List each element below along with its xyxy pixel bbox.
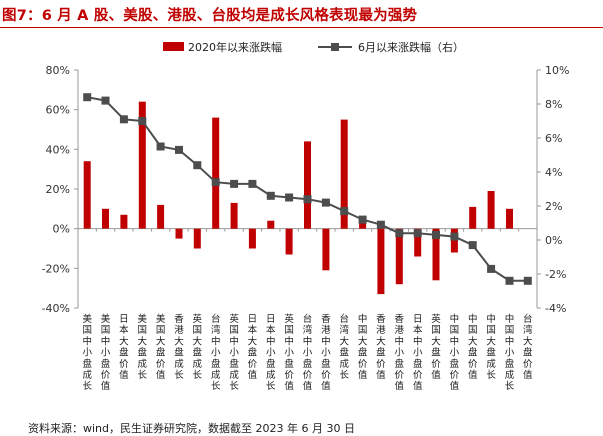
line-point-15 xyxy=(358,215,367,224)
category-label-17: 香港中小盘价值 xyxy=(395,314,405,392)
category-label-7: 台湾中小盘成长 xyxy=(211,313,221,392)
right-tick-label: -2% xyxy=(545,268,566,281)
bar-2 xyxy=(120,214,128,229)
category-label-10: 日本中小盘成长 xyxy=(266,314,276,392)
left-tick-label: 20% xyxy=(46,183,70,196)
category-label-18: 日本中小盘价值 xyxy=(413,314,423,392)
left-tick-label: 80% xyxy=(46,64,70,77)
left-tick-label: 0% xyxy=(53,223,70,236)
category-label-22: 中国大盘成长 xyxy=(486,313,496,381)
right-tick-label: 0% xyxy=(545,234,562,247)
line-point-13 xyxy=(321,198,330,207)
line-point-16 xyxy=(376,220,385,229)
title-rule xyxy=(0,27,603,28)
category-label-1: 美国中小盘价值 xyxy=(101,313,111,392)
category-label-14: 台湾大盘成长 xyxy=(339,313,349,381)
right-tick-label: 4% xyxy=(545,166,562,179)
line-point-19 xyxy=(432,230,440,239)
bar-13 xyxy=(322,228,330,271)
legend-bar-label: 2020年以来涨跌幅 xyxy=(188,40,282,54)
category-label-16: 香港大盘价值 xyxy=(376,314,386,381)
figure-title: 图7：6 月 A 股、美股、港股、台股均是成长风格表现最为强势 xyxy=(2,8,418,24)
line-point-2 xyxy=(119,115,128,124)
source-note: 资料来源：wind，民生证券研究院，数据截至 2023 年 6 月 30 日 xyxy=(28,422,355,435)
bar-22 xyxy=(487,191,495,229)
left-tick-label: 60% xyxy=(46,104,70,117)
legend-line-label: 6月以来涨跌幅（右） xyxy=(358,40,464,54)
left-tick-label: -20% xyxy=(42,262,70,275)
line-point-6 xyxy=(193,161,202,170)
category-label-20: 中国中小盘价值 xyxy=(450,313,460,392)
line-point-8 xyxy=(230,179,239,188)
right-tick-label: 6% xyxy=(545,132,562,145)
line-point-7 xyxy=(211,178,220,187)
bar-11 xyxy=(285,228,293,255)
line-point-11 xyxy=(285,193,294,202)
left-tick-label: 40% xyxy=(46,143,70,156)
category-label-4: 美国大盘价值 xyxy=(156,313,166,381)
line-point-17 xyxy=(395,229,404,238)
line-point-20 xyxy=(450,232,459,241)
bar-19 xyxy=(432,228,440,281)
legend-bar-swatch xyxy=(163,42,184,51)
bar-6 xyxy=(193,228,201,249)
category-label-2: 日本大盘价值 xyxy=(119,314,129,381)
bar-1 xyxy=(102,208,109,229)
category-label-6: 英国大盘成长 xyxy=(193,313,203,381)
line-point-4 xyxy=(156,142,165,151)
category-label-19: 英国大盘价值 xyxy=(431,313,441,381)
category-label-23: 中国中小盘成长 xyxy=(505,313,515,392)
bar-3 xyxy=(138,101,146,229)
bar-5 xyxy=(175,228,183,239)
category-label-12: 台湾中小盘价值 xyxy=(303,313,313,392)
line-point-22 xyxy=(487,264,496,273)
line-point-3 xyxy=(138,117,147,125)
line-point-24 xyxy=(523,276,532,285)
bar-14 xyxy=(340,119,348,229)
bar-9 xyxy=(248,228,256,249)
bar-12 xyxy=(304,141,311,229)
line-point-18 xyxy=(413,229,422,238)
right-tick-label: 10% xyxy=(545,64,569,77)
bar-7 xyxy=(212,117,220,229)
right-tick-label: 8% xyxy=(545,98,562,111)
bar-0 xyxy=(83,161,91,229)
right-tick-label: 2% xyxy=(545,200,562,213)
line-point-5 xyxy=(175,145,183,154)
legend-line-marker xyxy=(331,43,339,51)
category-label-9: 日本大盘价值 xyxy=(248,314,258,381)
bar-4 xyxy=(157,204,165,229)
category-label-11: 英国中小盘价值 xyxy=(284,313,294,392)
bar-18 xyxy=(414,228,422,257)
bar-17 xyxy=(395,228,403,285)
line-point-10 xyxy=(266,191,275,200)
left-tick-label: -40% xyxy=(42,302,70,315)
line-point-0 xyxy=(83,93,92,102)
line-point-14 xyxy=(340,207,349,216)
bar-21 xyxy=(469,206,477,229)
category-label-13: 香港中小盘价值 xyxy=(321,314,331,392)
bar-10 xyxy=(267,220,275,229)
category-label-8: 英国中小盘成长 xyxy=(229,313,239,392)
line-point-23 xyxy=(505,276,514,285)
category-label-24: 台湾大盘价值 xyxy=(523,313,533,381)
bar-23 xyxy=(506,208,513,229)
category-label-3: 美国大盘成长 xyxy=(138,313,148,381)
line-point-9 xyxy=(248,179,257,188)
category-label-21: 中国大盘价值 xyxy=(468,313,478,381)
line-point-1 xyxy=(101,96,110,105)
category-label-0: 美国中小盘成长 xyxy=(82,313,92,392)
right-tick-label: -4% xyxy=(545,302,566,315)
line-point-21 xyxy=(468,241,477,250)
line-point-12 xyxy=(303,195,312,204)
category-label-5: 香港大盘成长 xyxy=(174,314,184,381)
category-label-15: 中国大盘价值 xyxy=(358,313,368,381)
bar-8 xyxy=(230,202,238,229)
bar-16 xyxy=(377,228,385,295)
